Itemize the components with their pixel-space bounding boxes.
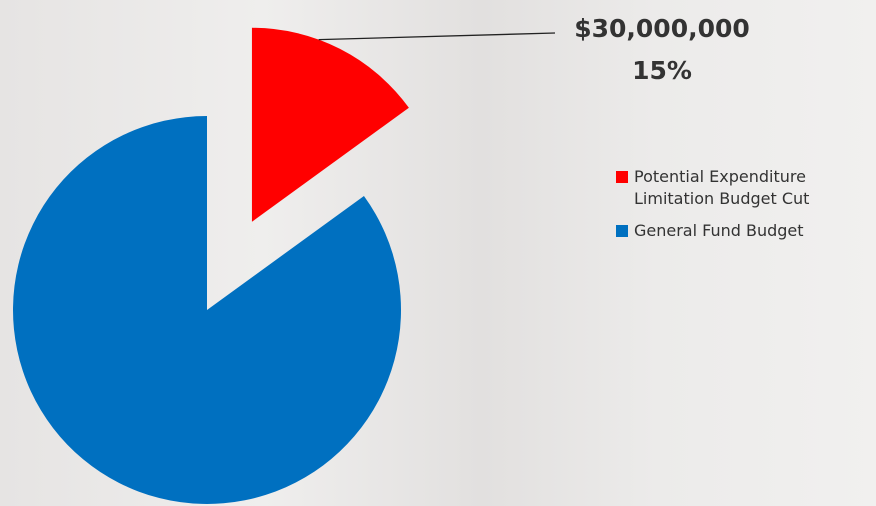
legend-swatch [616, 171, 628, 183]
legend-label: General Fund Budget [634, 221, 804, 240]
legend-item: General Fund Budget [616, 220, 876, 242]
leader-line [318, 32, 556, 41]
legend: Potential Expenditure Limitation Budget … [616, 166, 876, 252]
annotation: $30,000,000 [574, 14, 750, 43]
data-label: 15% [632, 56, 692, 85]
pie-slice [251, 27, 409, 222]
legend-label: Potential Expenditure Limitation Budget … [634, 167, 810, 208]
legend-swatch [616, 225, 628, 237]
pie-slice [12, 116, 401, 504]
legend-item: Potential Expenditure Limitation Budget … [616, 166, 876, 210]
